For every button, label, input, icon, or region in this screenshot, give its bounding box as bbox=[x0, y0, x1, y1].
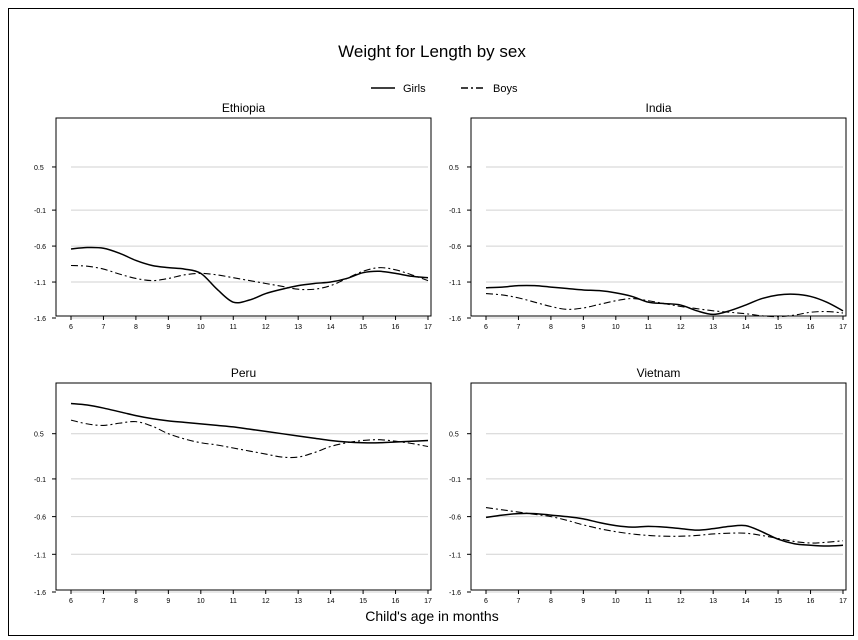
y-tick-label-india: -1.6 bbox=[449, 316, 461, 323]
x-tick-label-peru: 11 bbox=[230, 598, 237, 605]
x-tick-label-vietnam: 7 bbox=[517, 598, 521, 605]
x-tick-label-vietnam: 11 bbox=[645, 598, 652, 605]
y-tick-label-peru: -0.6 bbox=[34, 515, 46, 522]
series-line-peru-boys bbox=[70, 419, 429, 459]
x-tick-label-peru: 16 bbox=[392, 598, 400, 605]
x-tick-label-india: 8 bbox=[549, 324, 553, 331]
x-tick-label-vietnam: 14 bbox=[742, 598, 750, 605]
x-tick-label-india: 12 bbox=[677, 324, 685, 331]
x-tick-label-ethiopia: 16 bbox=[392, 324, 400, 331]
x-tick-label-india: 16 bbox=[807, 324, 815, 331]
x-tick-label-india: 7 bbox=[517, 324, 521, 331]
y-tick-label-ethiopia: -1.1 bbox=[34, 280, 46, 287]
panels: Ethiopia -1.6 -1.1 -0.6 -0.1 0.5 6 7 8 9 10 11 12 13 1… bbox=[34, 101, 847, 605]
y-tick-label-peru: -1.6 bbox=[34, 590, 46, 597]
x-tick-label-peru: 13 bbox=[294, 598, 302, 605]
panel-title-ethiopia: Ethiopia bbox=[222, 101, 266, 115]
x-tick-label-ethiopia: 8 bbox=[134, 324, 138, 331]
x-tick-label-ethiopia: 7 bbox=[102, 324, 106, 331]
legend: Girls Boys bbox=[371, 83, 518, 95]
x-tick-label-vietnam: 16 bbox=[807, 598, 815, 605]
x-tick-label-peru: 12 bbox=[262, 598, 270, 605]
y-tick-label-peru: -0.1 bbox=[34, 477, 46, 484]
plot-area-vietnam bbox=[470, 382, 847, 591]
y-tick-label-india: -0.1 bbox=[449, 208, 461, 215]
series-line-vietnam-girls bbox=[485, 512, 844, 547]
y-tick-label-ethiopia: -1.6 bbox=[34, 316, 46, 323]
x-tick-label-india: 13 bbox=[709, 324, 717, 331]
x-tick-label-india: 15 bbox=[774, 324, 782, 331]
y-tick-label-ethiopia: -0.6 bbox=[34, 244, 46, 251]
chart-title: Weight for Length by sex bbox=[338, 42, 526, 61]
plot-area-ethiopia bbox=[55, 117, 432, 317]
series-line-peru-girls bbox=[70, 402, 429, 444]
panel-ethiopia: Ethiopia -1.6 -1.1 -0.6 -0.1 0.5 6 7 8 9 10 11 12 13 1… bbox=[34, 101, 432, 331]
x-tick-label-peru: 6 bbox=[69, 598, 73, 605]
series-line-ethiopia-boys bbox=[70, 264, 429, 291]
x-tick-label-india: 17 bbox=[839, 324, 847, 331]
y-tick-label-peru: -1.1 bbox=[34, 552, 46, 559]
x-tick-label-peru: 14 bbox=[327, 598, 335, 605]
plot-area-india bbox=[470, 117, 847, 317]
series-line-vietnam-boys bbox=[485, 507, 844, 544]
x-tick-label-vietnam: 15 bbox=[774, 598, 782, 605]
x-tick-label-vietnam: 8 bbox=[549, 598, 553, 605]
x-tick-label-vietnam: 10 bbox=[612, 598, 620, 605]
panel-title-india: India bbox=[645, 101, 671, 115]
y-tick-label-india: 0.5 bbox=[449, 165, 459, 172]
series-line-india-girls bbox=[485, 284, 844, 316]
x-tick-label-india: 9 bbox=[581, 324, 585, 331]
y-tick-label-ethiopia: -0.1 bbox=[34, 208, 46, 215]
x-tick-label-india: 6 bbox=[484, 324, 488, 331]
y-tick-label-peru: 0.5 bbox=[34, 432, 44, 439]
panel-title-peru: Peru bbox=[231, 366, 256, 380]
y-tick-label-india: -1.1 bbox=[449, 280, 461, 287]
figure-frame: Weight for Length by sex Girls Boys Ethio… bbox=[8, 8, 854, 636]
x-tick-label-vietnam: 9 bbox=[581, 598, 585, 605]
x-tick-label-vietnam: 13 bbox=[709, 598, 717, 605]
plot-area-peru bbox=[55, 382, 432, 591]
x-tick-label-india: 14 bbox=[742, 324, 750, 331]
x-tick-label-ethiopia: 12 bbox=[262, 324, 270, 331]
panel-vietnam: Vietnam -1.6 -1.1 -0.6 -0.1 0.5 6 7 8 9 10 11 12 13 14… bbox=[449, 366, 847, 605]
x-tick-label-vietnam: 17 bbox=[839, 598, 847, 605]
panel-peru: Peru -1.6 -1.1 -0.6 -0.1 0.5 6 7 8 9 10 11 12 13 14 15 1… bbox=[34, 366, 432, 605]
x-tick-label-ethiopia: 14 bbox=[327, 324, 335, 331]
x-tick-label-peru: 10 bbox=[197, 598, 205, 605]
x-tick-label-peru: 17 bbox=[424, 598, 432, 605]
series-line-india-boys bbox=[485, 293, 844, 318]
x-tick-label-india: 11 bbox=[645, 324, 652, 331]
legend-item-boys: Boys bbox=[461, 83, 518, 95]
x-tick-label-ethiopia: 9 bbox=[166, 324, 170, 331]
x-axis-label: Child's age in months bbox=[365, 608, 498, 624]
x-tick-label-peru: 15 bbox=[359, 598, 367, 605]
y-tick-label-vietnam: -1.1 bbox=[449, 552, 461, 559]
x-tick-label-ethiopia: 11 bbox=[230, 324, 237, 331]
chart-svg: Weight for Length by sex Girls Boys Ethio… bbox=[34, 42, 847, 624]
y-tick-label-india: -0.6 bbox=[449, 244, 461, 251]
y-tick-label-ethiopia: 0.5 bbox=[34, 165, 44, 172]
x-tick-label-ethiopia: 15 bbox=[359, 324, 367, 331]
legend-item-girls: Girls bbox=[371, 83, 426, 95]
legend-label-girls: Girls bbox=[403, 83, 426, 95]
panel-india: India -1.6 -1.1 -0.6 -0.1 0.5 6 7 8 9 10 11 12 13 14 15… bbox=[449, 101, 847, 331]
x-tick-label-india: 10 bbox=[612, 324, 620, 331]
panel-title-vietnam: Vietnam bbox=[637, 366, 681, 380]
x-tick-label-ethiopia: 17 bbox=[424, 324, 432, 331]
y-tick-label-vietnam: -1.6 bbox=[449, 590, 461, 597]
x-tick-label-peru: 9 bbox=[166, 598, 170, 605]
x-tick-label-ethiopia: 13 bbox=[294, 324, 302, 331]
y-tick-label-vietnam: 0.5 bbox=[449, 432, 459, 439]
y-tick-label-vietnam: -0.1 bbox=[449, 477, 461, 484]
x-tick-label-ethiopia: 6 bbox=[69, 324, 73, 331]
x-tick-label-vietnam: 6 bbox=[484, 598, 488, 605]
y-tick-label-vietnam: -0.6 bbox=[449, 515, 461, 522]
x-tick-label-ethiopia: 10 bbox=[197, 324, 205, 331]
series-line-ethiopia-girls bbox=[70, 246, 429, 304]
x-tick-label-peru: 8 bbox=[134, 598, 138, 605]
legend-label-boys: Boys bbox=[493, 83, 518, 95]
x-tick-label-peru: 7 bbox=[102, 598, 106, 605]
x-tick-label-vietnam: 12 bbox=[677, 598, 685, 605]
